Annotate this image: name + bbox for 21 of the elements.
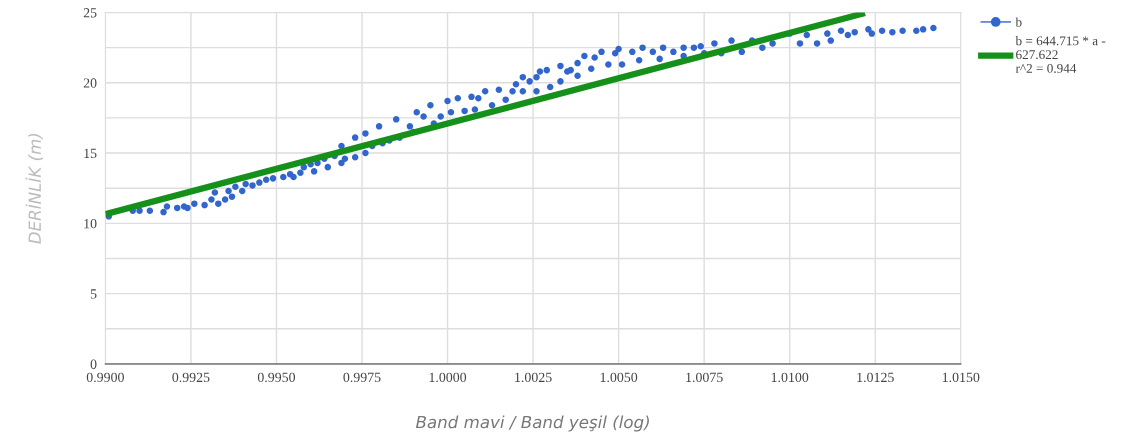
y-tick-label: 25	[83, 8, 97, 18]
legend-label: b	[1015, 17, 1022, 27]
y-axis-title: DERİNLİK (m)	[25, 133, 43, 244]
y-tick-label: 15	[84, 148, 97, 159]
y-tick-label: 0	[90, 359, 97, 369]
x-tick-label: 1.0000	[429, 372, 467, 383]
legend-label: b = 644.715 * a - 627.622 r^2 = 0.944	[1015, 35, 1106, 73]
x-tick-label: 1.0150	[942, 372, 980, 383]
x-tick-label: 0.9950	[257, 372, 296, 383]
x-tick-label: 1.0125	[857, 372, 894, 383]
x-tick-label: 0.9925	[172, 372, 210, 383]
x-tick-label: 1.0025	[515, 372, 552, 383]
x-tick-label: 0.9975	[343, 372, 381, 383]
x-axis-title: Band mavi / Band yeşil (log)	[415, 415, 649, 432]
x-tick-label: 0.9900	[86, 372, 124, 383]
x-tick-label: 1.0075	[686, 372, 723, 383]
x-tick-label: 1.0050	[600, 372, 638, 383]
y-tick-label: 5	[90, 289, 97, 299]
x-tick-label: 1.0100	[771, 372, 809, 383]
y-tick-label: 10	[84, 218, 97, 229]
y-tick-label: 20	[83, 78, 97, 88]
